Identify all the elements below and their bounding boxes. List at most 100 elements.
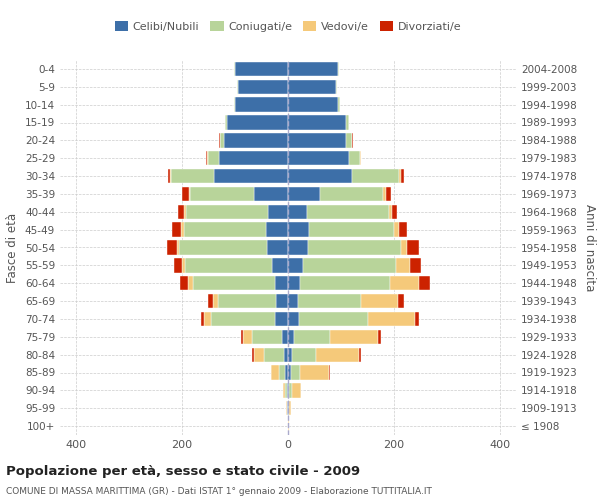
Bar — [182, 187, 189, 201]
Bar — [286, 383, 287, 398]
Bar — [167, 240, 176, 254]
Bar — [224, 133, 288, 148]
Bar — [203, 312, 211, 326]
Bar — [287, 383, 288, 398]
Bar — [181, 222, 184, 237]
Bar — [288, 276, 299, 290]
Bar — [206, 151, 208, 166]
Bar — [288, 240, 308, 254]
Legend: Celibi/Nubili, Coniugati/e, Vedovi/e, Divorziati/e: Celibi/Nubili, Coniugati/e, Vedovi/e, Di… — [110, 17, 466, 36]
Bar — [184, 222, 266, 237]
Bar — [193, 276, 275, 290]
Bar — [271, 366, 279, 380]
Bar — [288, 222, 309, 237]
Bar — [235, 98, 288, 112]
Bar — [288, 187, 320, 201]
Bar — [288, 169, 352, 183]
Bar — [284, 348, 288, 362]
Bar — [275, 276, 288, 290]
Y-axis label: Anni di nascita: Anni di nascita — [583, 204, 596, 291]
Bar — [188, 276, 193, 290]
Bar — [184, 204, 185, 219]
Bar — [288, 116, 346, 130]
Bar — [299, 312, 368, 326]
Bar — [378, 330, 381, 344]
Bar — [407, 240, 419, 254]
Bar — [419, 276, 430, 290]
Bar — [299, 276, 390, 290]
Bar — [352, 169, 400, 183]
Bar — [288, 383, 289, 398]
Bar — [208, 151, 219, 166]
Bar — [288, 294, 298, 308]
Bar — [214, 169, 288, 183]
Bar — [272, 258, 288, 272]
Bar — [267, 240, 288, 254]
Bar — [227, 116, 288, 130]
Bar — [288, 133, 346, 148]
Bar — [263, 348, 284, 362]
Bar — [336, 80, 337, 94]
Bar — [253, 348, 254, 362]
Bar — [288, 98, 338, 112]
Bar — [174, 258, 182, 272]
Bar — [320, 187, 383, 201]
Bar — [400, 222, 407, 237]
Bar — [279, 366, 286, 380]
Bar — [213, 294, 218, 308]
Bar — [359, 348, 361, 362]
Bar — [288, 312, 299, 326]
Y-axis label: Fasce di età: Fasce di età — [7, 212, 19, 282]
Bar — [208, 294, 213, 308]
Bar — [288, 80, 336, 94]
Bar — [308, 240, 401, 254]
Bar — [394, 222, 400, 237]
Bar — [241, 330, 243, 344]
Bar — [288, 204, 307, 219]
Bar — [392, 204, 397, 219]
Bar — [219, 151, 288, 166]
Bar — [288, 151, 349, 166]
Bar — [218, 294, 277, 308]
Bar — [275, 312, 288, 326]
Bar — [386, 187, 391, 201]
Bar — [288, 348, 292, 362]
Bar — [383, 187, 386, 201]
Bar — [316, 348, 359, 362]
Bar — [298, 294, 361, 308]
Bar — [288, 258, 303, 272]
Text: COMUNE DI MASSA MARITTIMA (GR) - Dati ISTAT 1° gennaio 2009 - Elaborazione TUTTI: COMUNE DI MASSA MARITTIMA (GR) - Dati IS… — [6, 488, 432, 496]
Bar — [368, 312, 415, 326]
Bar — [295, 330, 331, 344]
Bar — [172, 169, 214, 183]
Bar — [401, 240, 407, 254]
Bar — [395, 258, 410, 272]
Bar — [220, 133, 224, 148]
Bar — [225, 116, 227, 130]
Bar — [410, 258, 421, 272]
Text: Popolazione per età, sesso e stato civile - 2009: Popolazione per età, sesso e stato civil… — [6, 465, 360, 478]
Bar — [331, 330, 378, 344]
Bar — [288, 366, 290, 380]
Bar — [361, 294, 398, 308]
Bar — [289, 383, 292, 398]
Bar — [283, 383, 286, 398]
Bar — [292, 348, 316, 362]
Bar — [346, 133, 352, 148]
Bar — [277, 294, 288, 308]
Bar — [179, 240, 267, 254]
Bar — [181, 276, 188, 290]
Bar — [359, 151, 361, 166]
Bar — [235, 62, 288, 76]
Bar — [253, 330, 281, 344]
Bar — [238, 80, 288, 94]
Bar — [243, 330, 253, 344]
Bar — [288, 62, 338, 76]
Bar — [182, 258, 185, 272]
Bar — [254, 348, 263, 362]
Bar — [346, 116, 349, 130]
Bar — [201, 312, 203, 326]
Bar — [309, 222, 394, 237]
Bar — [390, 276, 419, 290]
Bar — [400, 169, 401, 183]
